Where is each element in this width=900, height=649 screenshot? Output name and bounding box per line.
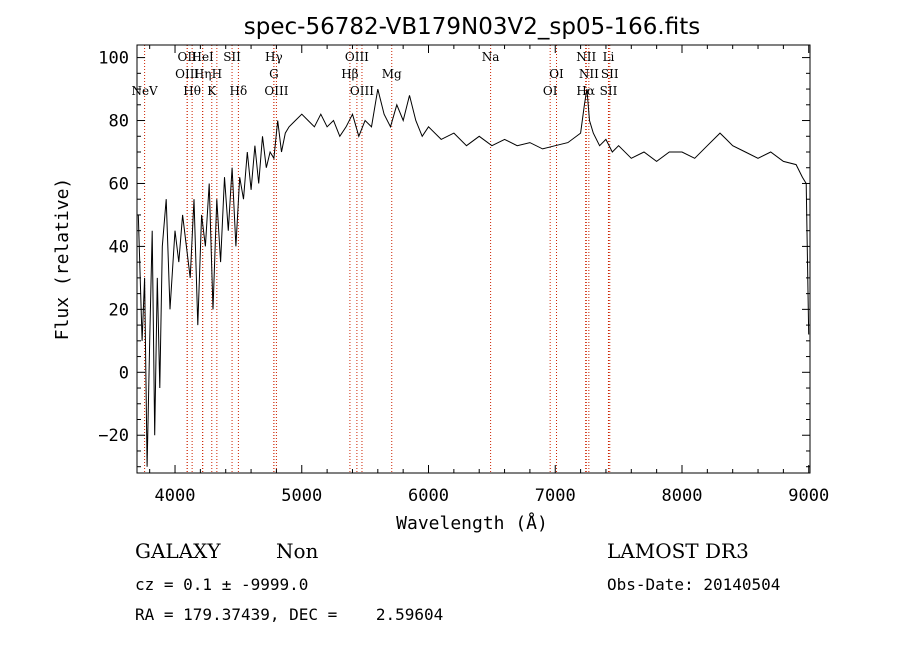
line-label-18: OI xyxy=(549,67,564,81)
line-label-6: H xyxy=(212,67,222,81)
survey-name: LAMOST DR3 xyxy=(607,539,749,563)
line-label-19: OI xyxy=(543,84,558,98)
spectrum-line xyxy=(137,88,810,467)
line-label-0: NeV xyxy=(131,84,158,98)
line-label-10: Hγ xyxy=(265,50,283,64)
x-axis-label: Wavelength (Å) xyxy=(396,512,548,534)
x-tick-label-3: 7000 xyxy=(535,486,576,506)
plot-frame xyxy=(136,44,811,474)
line-label-20: NII xyxy=(576,50,596,64)
x-tick-label-1: 5000 xyxy=(281,486,322,506)
y-axis-ticks: −20 0 20 40 60 80 100 xyxy=(98,49,810,468)
x-tick-label-5: 9000 xyxy=(788,486,829,506)
y-tick-label-3: 40 xyxy=(109,237,129,257)
redshift-line: cz = 0.1 ± -9999.0 xyxy=(135,575,308,594)
line-label-23: Hα xyxy=(576,84,595,98)
line-label-22: SII xyxy=(601,67,619,81)
line-label-4: Hη xyxy=(194,67,212,81)
line-label-15: OIII xyxy=(350,84,374,98)
emission-line-markers xyxy=(144,45,611,473)
line-label-24: SII xyxy=(600,84,618,98)
line-label-8: SII xyxy=(223,50,241,64)
line-label-7: K xyxy=(207,84,217,98)
line-label-21: NII xyxy=(579,67,599,81)
y-tick-label-2: 20 xyxy=(109,300,129,320)
line-label-1: OII xyxy=(178,50,198,64)
x-tick-label-4: 8000 xyxy=(662,486,703,506)
x-axis-ticks: 4000 5000 6000 7000 8000 9000 xyxy=(149,45,829,506)
object-class: GALAXY xyxy=(135,539,221,563)
y-tick-label-4: 60 xyxy=(109,174,129,194)
x-tick-label-0: 4000 xyxy=(155,486,196,506)
line-label-9: Hδ xyxy=(230,84,248,98)
line-label-17: Na xyxy=(482,50,500,64)
coordinates: RA = 179.37439, DEC = 2.59604 xyxy=(135,605,443,624)
line-label-5: Hθ xyxy=(183,84,201,98)
line-label-12: OIII xyxy=(264,84,288,98)
line-label-13: OIII xyxy=(345,50,369,64)
line-label-14: Hβ xyxy=(341,67,358,81)
line-label-11: G xyxy=(269,67,279,81)
obs-date: Obs-Date: 20140504 xyxy=(607,575,780,594)
x-tick-label-2: 6000 xyxy=(408,486,449,506)
line-label-16: Mg xyxy=(382,67,402,81)
y-tick-label-6: 100 xyxy=(98,49,129,69)
chart-title: spec-56782-VB179N03V2_sp05-166.fits xyxy=(244,14,700,40)
emission-line-labels: NeV OII OIII HeI Hη Hθ HK SII Hδ Hγ G OIII OIII Hβ OII… xyxy=(131,50,618,98)
y-tick-label-0: −20 xyxy=(98,426,129,446)
y-tick-label-1: 0 xyxy=(119,363,129,383)
object-subclass: Non xyxy=(276,539,319,563)
line-label-2: OIII xyxy=(175,67,199,81)
line-label-25: Li xyxy=(603,50,615,64)
line-label-3: HeI xyxy=(191,50,214,64)
y-axis-label: Flux (relative) xyxy=(52,178,73,341)
y-tick-label-5: 80 xyxy=(109,112,129,132)
